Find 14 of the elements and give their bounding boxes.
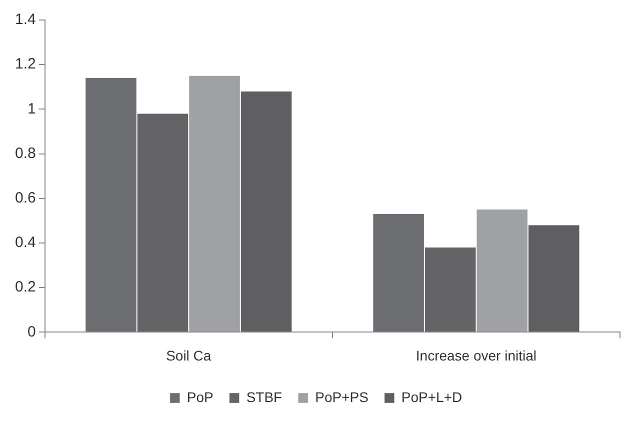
legend-label: PoP+PS [315,388,368,405]
x-tick-label: Increase over initial [416,347,537,364]
legend-label: PoP+L+D [401,388,462,405]
legend-label: PoP [186,388,214,405]
y-tick-label: 1.2 [14,56,36,73]
y-tick-label: 0 [28,323,36,340]
y-tick-label: 1 [28,100,36,118]
legend-label: STBF [246,388,282,405]
y-tick-label: 0.6 [14,190,36,207]
y-tick-label: 0.2 [14,278,36,296]
x-tick-label: Soil Ca [166,347,212,364]
y-tick-label: 0.8 [14,144,36,162]
y-tick-label: 0.4 [14,234,36,252]
y-tick-label: 1.4 [14,11,36,28]
